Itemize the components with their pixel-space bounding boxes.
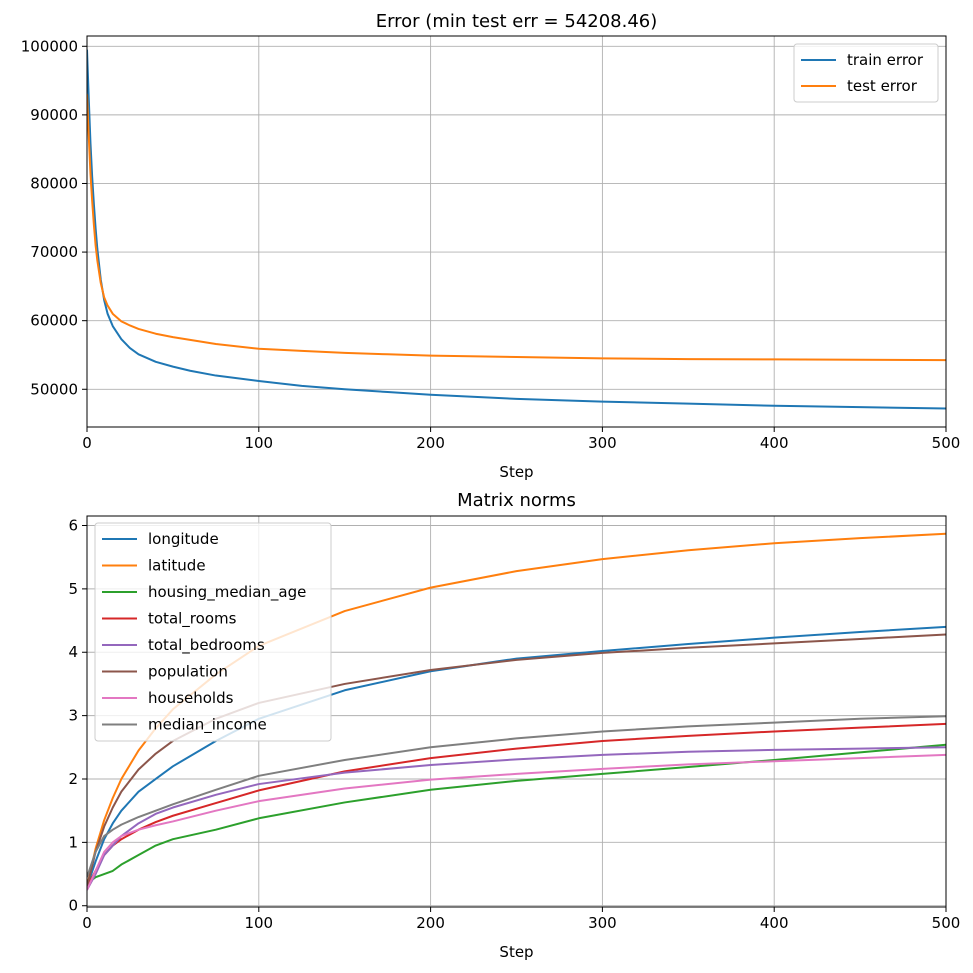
series-line-total-bedrooms: [87, 746, 946, 891]
chart0-y-tick-label: 100000: [21, 37, 78, 55]
chart0-y-tick-label: 60000: [30, 312, 78, 330]
chart1-legend-box: [94, 522, 332, 742]
chart1-y-tick-label: 6: [68, 517, 78, 535]
chart1-x-tick-label: 100: [244, 914, 273, 932]
series-line-train-error: [87, 49, 946, 410]
chart0-x-tick-label: 400: [760, 434, 789, 452]
chart1-y-tick-label: 4: [68, 643, 78, 661]
error-chart-title: Error (min test err = 54208.46): [376, 11, 658, 32]
matrix-norms-chart: Matrix norms Step 0 100 200 300 400 500 0 1 2 3 4 5…: [68, 490, 960, 961]
chart1-x-tick-label: 500: [932, 914, 961, 932]
legend-label-longitude: longitude: [148, 530, 219, 548]
matrix-norms-chart-x-axis-label: Step: [499, 943, 533, 961]
chart0-x-tick-label: 0: [82, 434, 92, 452]
chart1-x-tick-label: 300: [588, 914, 617, 932]
chart1-y-tick-label: 1: [68, 833, 78, 851]
legend-label-households: households: [148, 689, 234, 707]
chart1-x-tick-label: 0: [82, 914, 92, 932]
series-line-housing-median-age: [87, 743, 946, 885]
legend-label-housing-median-age: housing_median_age: [148, 583, 306, 602]
series-line-median-income: [87, 715, 946, 878]
legend-label-total-bedrooms: total_bedrooms: [148, 636, 265, 655]
chart0-x-tick-label: 300: [588, 434, 617, 452]
chart1-x-tick-label: 200: [416, 914, 445, 932]
chart1-x-tick-label: 400: [760, 914, 789, 932]
legend-label-population: population: [148, 663, 228, 681]
chart0-legend-box: [793, 43, 939, 103]
legend-label-total-rooms: total_rooms: [148, 610, 237, 629]
chart0-x-tick-label: 200: [416, 434, 445, 452]
matrix-norms-chart-title: Matrix norms: [457, 490, 576, 511]
series-line-test-error: [87, 94, 946, 362]
legend-label-latitude: latitude: [148, 557, 206, 575]
legend-label-test-error: test error: [847, 77, 918, 95]
chart1-axes-frame: [86, 515, 947, 908]
chart0-y-tick-label: 80000: [30, 174, 78, 192]
error-chart: Error (min test err = 54208.46) Step 0 10…: [21, 11, 961, 481]
legend-label-median-income: median_income: [148, 716, 267, 735]
chart1-y-tick-label: 2: [68, 770, 78, 788]
chart0-axes-frame: [86, 35, 947, 428]
error-chart-x-axis-label: Step: [499, 463, 533, 481]
chart1-y-tick-label: 0: [68, 897, 78, 915]
chart0-x-tick-label: 500: [932, 434, 961, 452]
chart0-y-tick-label: 50000: [30, 380, 78, 398]
chart0-y-tick-label: 70000: [30, 243, 78, 261]
chart1-y-tick-label: 5: [68, 580, 78, 598]
chart0-x-tick-label: 100: [244, 434, 273, 452]
series-line-households: [87, 753, 946, 891]
chart1-y-tick-label: 3: [68, 707, 78, 725]
legend-label-train-error: train error: [847, 51, 924, 69]
chart0-y-tick-label: 90000: [30, 106, 78, 124]
